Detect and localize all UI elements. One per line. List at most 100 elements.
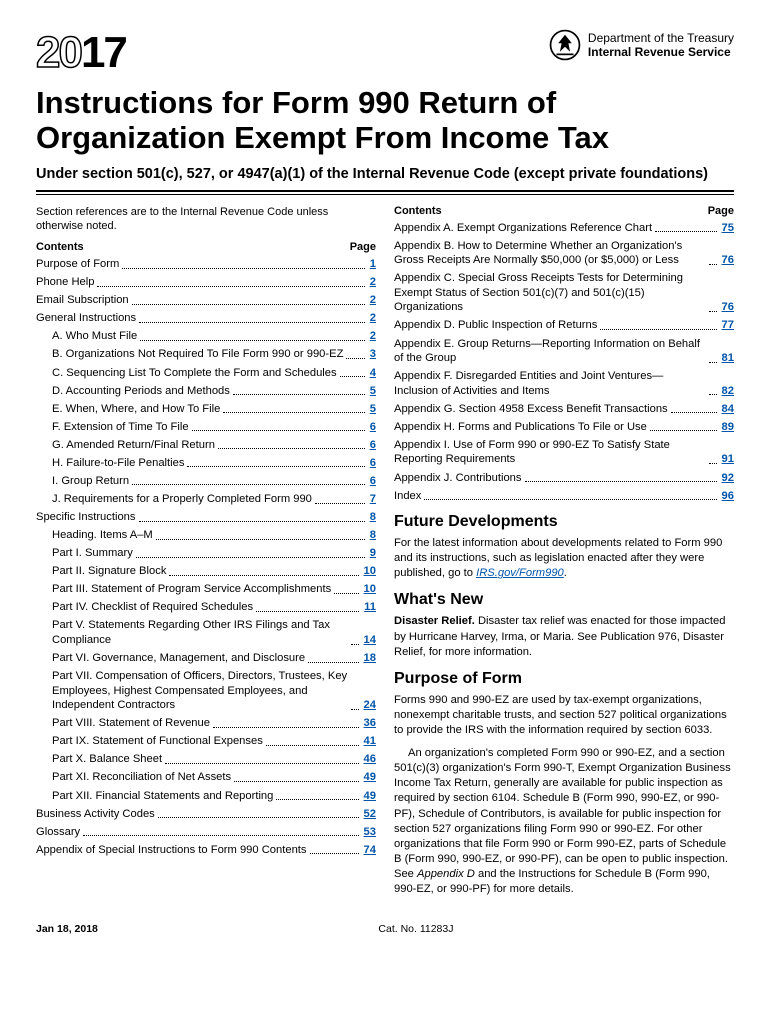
- toc-page-link[interactable]: 1: [368, 257, 376, 272]
- toc-page-link[interactable]: 3: [368, 347, 376, 362]
- toc-page-link[interactable]: 11: [362, 600, 376, 615]
- toc-dots: [709, 394, 717, 395]
- toc-page-link[interactable]: 2: [368, 311, 376, 326]
- toc-label: Appendix C. Special Gross Receipts Tests…: [394, 271, 706, 315]
- toc-page-link[interactable]: 4: [368, 366, 376, 381]
- toc-page-link[interactable]: 6: [368, 456, 376, 471]
- toc-label: I. Group Return: [52, 474, 129, 489]
- toc-page-link[interactable]: 36: [362, 716, 376, 731]
- toc-label: Part X. Balance Sheet: [52, 752, 162, 767]
- irs-form990-link[interactable]: IRS.gov/Form990: [476, 567, 564, 579]
- toc-dots: [218, 448, 365, 449]
- toc-dots: [346, 358, 364, 359]
- toc-item: Appendix G. Section 4958 Excess Benefit …: [394, 402, 734, 417]
- toc-item: Part I. Summary 9: [36, 546, 376, 561]
- toc-label: Appendix J. Contributions: [394, 471, 522, 486]
- toc-page-link[interactable]: 6: [368, 438, 376, 453]
- toc-label: Specific Instructions: [36, 510, 136, 525]
- toc-page-link[interactable]: 92: [720, 471, 734, 486]
- toc-page-link[interactable]: 91: [720, 452, 734, 467]
- toc-page-link[interactable]: 5: [368, 402, 376, 417]
- toc-page-link[interactable]: 89: [720, 420, 734, 435]
- toc-page-link[interactable]: 10: [362, 582, 376, 597]
- toc-label: Part IV. Checklist of Required Schedules: [52, 600, 253, 615]
- toc-page-link[interactable]: 81: [720, 351, 734, 366]
- toc-label: Part XI. Reconciliation of Net Assets: [52, 770, 231, 785]
- toc-page-link[interactable]: 76: [720, 253, 734, 268]
- toc-item: Part II. Signature Block 10: [36, 564, 376, 579]
- toc-page-link[interactable]: 7: [368, 492, 376, 507]
- toc-page-link[interactable]: 14: [362, 633, 376, 648]
- toc-label: Appendix B. How to Determine Whether an …: [394, 239, 706, 268]
- toc-item: Index 96: [394, 489, 734, 504]
- toc-item: Glossary53: [36, 825, 376, 840]
- whats-new-para: Disaster Relief. Disaster tax relief was…: [394, 614, 734, 659]
- toc-item: A. Who Must File2: [36, 329, 376, 344]
- toc-page-link[interactable]: 75: [720, 221, 734, 236]
- toc-page-link[interactable]: 5: [368, 384, 376, 399]
- toc-page-link[interactable]: 8: [368, 510, 376, 525]
- footer-catno: Cat. No. 11283J: [378, 923, 453, 935]
- toc-dots: [351, 644, 359, 645]
- toc-page-link[interactable]: 82: [720, 384, 734, 399]
- toc-dots: [132, 304, 365, 305]
- toc-page-link[interactable]: 96: [720, 489, 734, 504]
- toc-page-link[interactable]: 46: [362, 752, 376, 767]
- toc-page-link[interactable]: 53: [362, 825, 376, 840]
- toc-label: Part VI. Governance, Management, and Dis…: [52, 651, 305, 666]
- toc-page-link[interactable]: 6: [368, 420, 376, 435]
- toc-page-link[interactable]: 74: [362, 843, 376, 858]
- toc-dots: [671, 412, 717, 413]
- toc-left: Purpose of Form1Phone Help2Email Subscri…: [36, 257, 376, 857]
- toc-item: Purpose of Form 1: [36, 257, 376, 272]
- toc-item: Appendix J. Contributions 92: [394, 471, 734, 486]
- toc-page-link[interactable]: 8: [368, 528, 376, 543]
- toc-item: Appendix F. Disregarded Entities and Joi…: [394, 369, 734, 398]
- toc-page-link[interactable]: 2: [368, 329, 376, 344]
- toc-page-link[interactable]: 18: [362, 651, 376, 666]
- toc-label: F. Extension of Time To File: [52, 420, 189, 435]
- toc-item: Appendix B. How to Determine Whether an …: [394, 239, 734, 268]
- purpose-para1: Forms 990 and 990-EZ are used by tax-exe…: [394, 693, 734, 738]
- toc-dots: [709, 362, 717, 363]
- toc-label: Part I. Summary: [52, 546, 133, 561]
- toc-dots: [600, 329, 716, 330]
- toc-page-link[interactable]: 49: [362, 789, 376, 804]
- toc-page-link[interactable]: 77: [720, 318, 734, 333]
- toc-label: Part V. Statements Regarding Other IRS F…: [52, 618, 348, 647]
- toc-dots: [308, 662, 358, 663]
- toc-page-link[interactable]: 84: [720, 402, 734, 417]
- toc-item: Part X. Balance Sheet 46: [36, 752, 376, 767]
- toc-label: Index: [394, 489, 421, 504]
- future-dev-heading: Future Developments: [394, 513, 734, 531]
- toc-page-link[interactable]: 2: [368, 275, 376, 290]
- toc-label: Purpose of Form: [36, 257, 119, 272]
- irs-eagle-icon: [548, 28, 582, 62]
- toc-page-link[interactable]: 49: [362, 770, 376, 785]
- toc-item: Part III. Statement of Program Service A…: [36, 582, 376, 597]
- header-row: 2017 Department of the Treasury Internal…: [36, 28, 734, 78]
- toc-page-link[interactable]: 6: [368, 474, 376, 489]
- toc-dots: [187, 466, 364, 467]
- toc-dots: [169, 575, 358, 576]
- toc-page-link[interactable]: 10: [362, 564, 376, 579]
- toc-page-link[interactable]: 52: [362, 807, 376, 822]
- toc-dots: [213, 727, 359, 728]
- toc-item: I. Group Return 6: [36, 474, 376, 489]
- toc-label: Part II. Signature Block: [52, 564, 166, 579]
- toc-dots: [334, 593, 358, 594]
- toc-page-link[interactable]: 41: [362, 734, 376, 749]
- toc-label: Part VII. Compensation of Officers, Dire…: [52, 669, 348, 713]
- toc-page-link[interactable]: 24: [362, 698, 376, 713]
- toc-page-link[interactable]: 2: [368, 293, 376, 308]
- toc-dots: [158, 817, 359, 818]
- toc-page-link[interactable]: 9: [368, 546, 376, 561]
- toc-dots: [709, 463, 717, 464]
- dept-line1: Department of the Treasury: [588, 31, 734, 45]
- toc-right: Appendix A. Exempt Organizations Referen…: [394, 221, 734, 504]
- toc-dots: [266, 745, 359, 746]
- year-suffix: 17: [81, 28, 126, 77]
- toc-page-link[interactable]: 76: [720, 300, 734, 315]
- toc-label: Part III. Statement of Program Service A…: [52, 582, 331, 597]
- toc-dots: [136, 557, 365, 558]
